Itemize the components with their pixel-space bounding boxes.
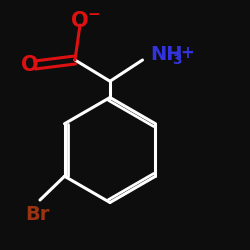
Text: −: − xyxy=(88,8,100,22)
Text: O: O xyxy=(21,55,39,75)
Text: NH: NH xyxy=(150,46,182,64)
Text: Br: Br xyxy=(25,206,50,225)
Text: +: + xyxy=(180,44,194,62)
Text: O: O xyxy=(71,11,89,31)
Text: 3: 3 xyxy=(172,54,181,68)
